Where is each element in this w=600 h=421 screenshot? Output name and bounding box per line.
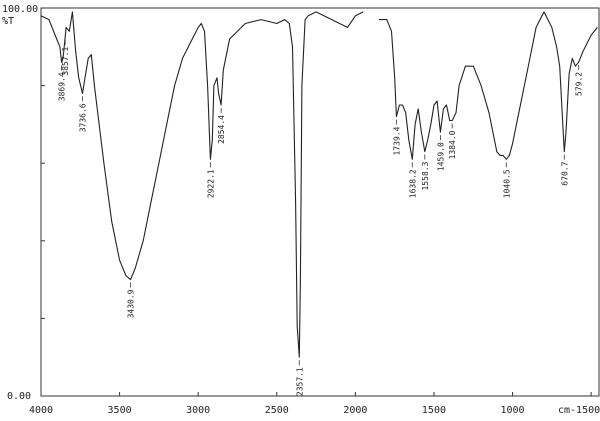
peak-annotation: 3869.4: [58, 65, 67, 101]
x-tick-label: 1500: [422, 405, 446, 416]
peak-annotation: 1558.3: [421, 154, 430, 191]
peak-annotation: 2854.4: [217, 108, 226, 144]
x-ticks: [40, 392, 592, 396]
peak-annotation: 3857.1: [61, 39, 70, 76]
peak-annotation: 2357.1: [295, 360, 304, 396]
y-ticks: [41, 7, 45, 397]
peak-annotation: 3736.6: [79, 96, 88, 132]
x-tick-label: 3000: [186, 405, 210, 416]
x-tick-label: 2000: [343, 405, 367, 416]
peak-label: 3857.1: [61, 47, 70, 76]
peak-label: 2357.1: [295, 367, 304, 396]
y-max-label: 100.00: [2, 4, 38, 15]
peak-label: 2922.1: [206, 169, 215, 198]
x-tick-label: 2500: [265, 405, 289, 416]
peak-label: 1040.5: [502, 169, 511, 198]
peak-label: 579.2: [575, 72, 584, 96]
plot-frame: [40, 7, 600, 397]
peak-label: 1459.0: [436, 142, 445, 171]
x-tick-label: 1000: [501, 405, 525, 416]
peak-label: 2854.4: [217, 115, 226, 144]
peak-annotation: 1384.0: [448, 123, 457, 159]
peak-annotation: 1638.2: [408, 162, 417, 198]
peak-label: 3430.9: [126, 289, 135, 318]
peak-annotation: 3430.9: [126, 282, 135, 318]
x-tick-label: 3500: [108, 405, 132, 416]
x-unit-label: cm-1: [558, 405, 582, 416]
x-tick-label: 500: [582, 405, 600, 416]
peak-label: 3736.6: [79, 103, 88, 132]
peak-label: 1739.4: [392, 126, 401, 155]
y-unit-label: %T: [2, 16, 14, 27]
peak-annotation: 670.7: [560, 154, 569, 186]
y-min-label: 0.00: [7, 391, 31, 402]
peak-annotation: 1040.5: [502, 162, 511, 198]
peak-annotation: 1739.4: [392, 119, 401, 156]
peak-label: 1558.3: [421, 161, 430, 190]
peak-label: 1638.2: [408, 169, 417, 198]
peak-label: 670.7: [560, 161, 569, 185]
x-tick-label: 4000: [29, 405, 53, 416]
spectrum-line: [40, 11, 598, 358]
peak-annotation: 2922.1: [206, 162, 215, 198]
peak-annotation: 579.2: [575, 64, 584, 96]
x-tick-labels: 4000 3500 3000 2500 2000 1500 1000 500: [29, 405, 600, 416]
peak-annotation: 1459.0: [436, 135, 445, 171]
peak-label: 3869.4: [58, 72, 67, 101]
peak-label: 1384.0: [448, 130, 457, 159]
